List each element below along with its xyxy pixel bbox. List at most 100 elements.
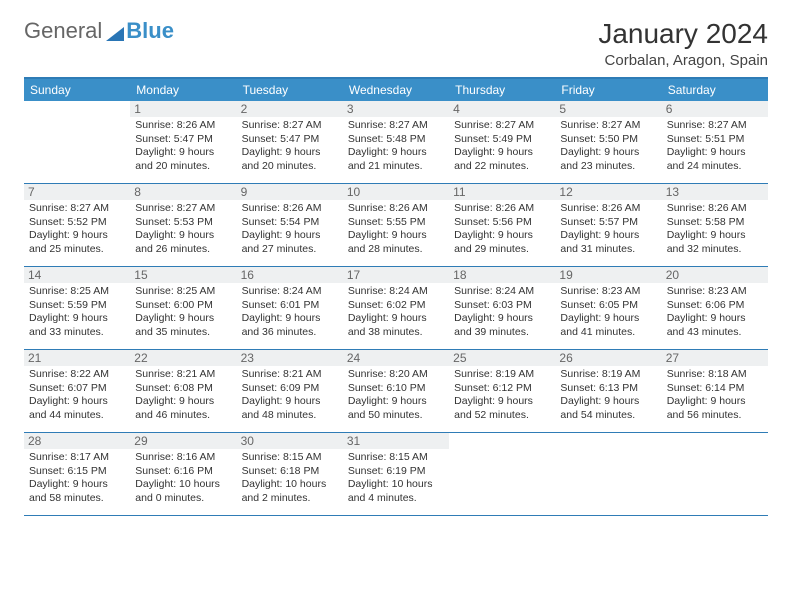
daylight-text: and 46 minutes. — [135, 409, 231, 423]
logo-text-blue: Blue — [126, 18, 174, 44]
logo-triangle-icon — [106, 27, 124, 41]
weeks-container: 1Sunrise: 8:26 AMSunset: 5:47 PMDaylight… — [24, 101, 768, 516]
daylight-text: and 50 minutes. — [348, 409, 444, 423]
calendar-cell: 10Sunrise: 8:26 AMSunset: 5:55 PMDayligh… — [343, 184, 449, 266]
daylight-text: Daylight: 9 hours — [560, 229, 656, 243]
daylight-text: Daylight: 9 hours — [560, 395, 656, 409]
calendar-cell: 6Sunrise: 8:27 AMSunset: 5:51 PMDaylight… — [662, 101, 768, 183]
sunrise-text: Sunrise: 8:24 AM — [348, 285, 444, 299]
sunset-text: Sunset: 6:18 PM — [242, 465, 338, 479]
daylight-text: Daylight: 9 hours — [348, 312, 444, 326]
sunset-text: Sunset: 6:02 PM — [348, 299, 444, 313]
calendar-cell: 8 Sunrise: 8:27 AMSunset: 5:53 PMDaylight… — [130, 184, 236, 266]
daylight-text: Daylight: 9 hours — [560, 146, 656, 160]
calendar: SundayMondayTuesdayWednesdayThursdayFrid… — [24, 77, 768, 516]
daylight-text: Daylight: 9 hours — [667, 146, 763, 160]
calendar-cell: 15Sunrise: 8:25 AMSunset: 6:00 PMDayligh… — [130, 267, 236, 349]
daylight-text: and 22 minutes. — [454, 160, 550, 174]
calendar-cell — [662, 433, 768, 515]
sunset-text: Sunset: 6:19 PM — [348, 465, 444, 479]
day-number: 2 — [237, 101, 343, 117]
daylight-text: and 44 minutes. — [29, 409, 125, 423]
daylight-text: Daylight: 9 hours — [348, 146, 444, 160]
sunrise-text: Sunrise: 8:27 AM — [135, 202, 231, 216]
sunrise-text: Sunrise: 8:20 AM — [348, 368, 444, 382]
daylight-text: Daylight: 9 hours — [135, 395, 231, 409]
daylight-text: Daylight: 9 hours — [454, 395, 550, 409]
daylight-text: Daylight: 9 hours — [348, 395, 444, 409]
daylight-text: and 35 minutes. — [135, 326, 231, 340]
calendar-cell: 5Sunrise: 8:27 AMSunset: 5:50 PMDaylight… — [555, 101, 661, 183]
day-number: 12 — [555, 184, 661, 200]
day-number: 22 — [130, 350, 236, 366]
day-header: Sunday — [24, 79, 130, 101]
sunrise-text: Sunrise: 8:26 AM — [667, 202, 763, 216]
calendar-cell: 25Sunrise: 8:19 AMSunset: 6:12 PMDayligh… — [449, 350, 555, 432]
sunrise-text: Sunrise: 8:19 AM — [560, 368, 656, 382]
calendar-cell: 31Sunrise: 8:15 AMSunset: 6:19 PMDayligh… — [343, 433, 449, 515]
sunrise-text: Sunrise: 8:27 AM — [560, 119, 656, 133]
day-number: 26 — [555, 350, 661, 366]
calendar-cell: 28Sunrise: 8:17 AMSunset: 6:15 PMDayligh… — [24, 433, 130, 515]
calendar-cell: 26Sunrise: 8:19 AMSunset: 6:13 PMDayligh… — [555, 350, 661, 432]
daylight-text: Daylight: 9 hours — [29, 478, 125, 492]
calendar-cell: 3Sunrise: 8:27 AMSunset: 5:48 PMDaylight… — [343, 101, 449, 183]
daylight-text: and 24 minutes. — [667, 160, 763, 174]
sunrise-text: Sunrise: 8:24 AM — [242, 285, 338, 299]
sunset-text: Sunset: 5:51 PM — [667, 133, 763, 147]
sunset-text: Sunset: 5:57 PM — [560, 216, 656, 230]
sunrise-text: Sunrise: 8:24 AM — [454, 285, 550, 299]
daylight-text: and 32 minutes. — [667, 243, 763, 257]
sunset-text: Sunset: 5:52 PM — [29, 216, 125, 230]
day-number: 17 — [343, 267, 449, 283]
sunset-text: Sunset: 6:00 PM — [135, 299, 231, 313]
day-header: Saturday — [662, 79, 768, 101]
sunrise-text: Sunrise: 8:15 AM — [242, 451, 338, 465]
calendar-cell: 24Sunrise: 8:20 AMSunset: 6:10 PMDayligh… — [343, 350, 449, 432]
daylight-text: Daylight: 9 hours — [242, 395, 338, 409]
sunrise-text: Sunrise: 8:26 AM — [454, 202, 550, 216]
daylight-text: Daylight: 9 hours — [667, 395, 763, 409]
day-number: 1 — [130, 101, 236, 117]
day-number: 9 — [237, 184, 343, 200]
daylight-text: and 31 minutes. — [560, 243, 656, 257]
calendar-cell: 22Sunrise: 8:21 AMSunset: 6:08 PMDayligh… — [130, 350, 236, 432]
daylight-text: and 21 minutes. — [348, 160, 444, 174]
sunset-text: Sunset: 6:15 PM — [29, 465, 125, 479]
daylight-text: and 58 minutes. — [29, 492, 125, 506]
daylight-text: Daylight: 9 hours — [454, 146, 550, 160]
sunrise-text: Sunrise: 8:17 AM — [29, 451, 125, 465]
daylight-text: and 2 minutes. — [242, 492, 338, 506]
day-number: 13 — [662, 184, 768, 200]
sunset-text: Sunset: 6:09 PM — [242, 382, 338, 396]
sunrise-text: Sunrise: 8:16 AM — [135, 451, 231, 465]
day-number: 16 — [237, 267, 343, 283]
sunset-text: Sunset: 6:14 PM — [667, 382, 763, 396]
daylight-text: and 36 minutes. — [242, 326, 338, 340]
sunset-text: Sunset: 6:08 PM — [135, 382, 231, 396]
daylight-text: and 20 minutes. — [242, 160, 338, 174]
sunset-text: Sunset: 5:56 PM — [454, 216, 550, 230]
daylight-text: Daylight: 9 hours — [560, 312, 656, 326]
day-number: 21 — [24, 350, 130, 366]
sunset-text: Sunset: 5:55 PM — [348, 216, 444, 230]
sunset-text: Sunset: 5:54 PM — [242, 216, 338, 230]
day-number: 18 — [449, 267, 555, 283]
day-number: 8 — [130, 184, 236, 200]
daylight-text: Daylight: 10 hours — [348, 478, 444, 492]
daylight-text: Daylight: 9 hours — [135, 229, 231, 243]
sunrise-text: Sunrise: 8:27 AM — [242, 119, 338, 133]
sunrise-text: Sunrise: 8:22 AM — [29, 368, 125, 382]
day-number: 3 — [343, 101, 449, 117]
calendar-cell: 30Sunrise: 8:15 AMSunset: 6:18 PMDayligh… — [237, 433, 343, 515]
day-header: Wednesday — [343, 79, 449, 101]
sunset-text: Sunset: 5:53 PM — [135, 216, 231, 230]
calendar-cell: 13Sunrise: 8:26 AMSunset: 5:58 PMDayligh… — [662, 184, 768, 266]
sunrise-text: Sunrise: 8:23 AM — [560, 285, 656, 299]
day-number: 23 — [237, 350, 343, 366]
sunset-text: Sunset: 5:58 PM — [667, 216, 763, 230]
calendar-cell: 16Sunrise: 8:24 AMSunset: 6:01 PMDayligh… — [237, 267, 343, 349]
day-number: 6 — [662, 101, 768, 117]
sunset-text: Sunset: 6:16 PM — [135, 465, 231, 479]
daylight-text: Daylight: 10 hours — [135, 478, 231, 492]
